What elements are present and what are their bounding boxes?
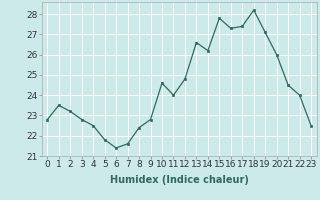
X-axis label: Humidex (Indice chaleur): Humidex (Indice chaleur) — [110, 175, 249, 185]
